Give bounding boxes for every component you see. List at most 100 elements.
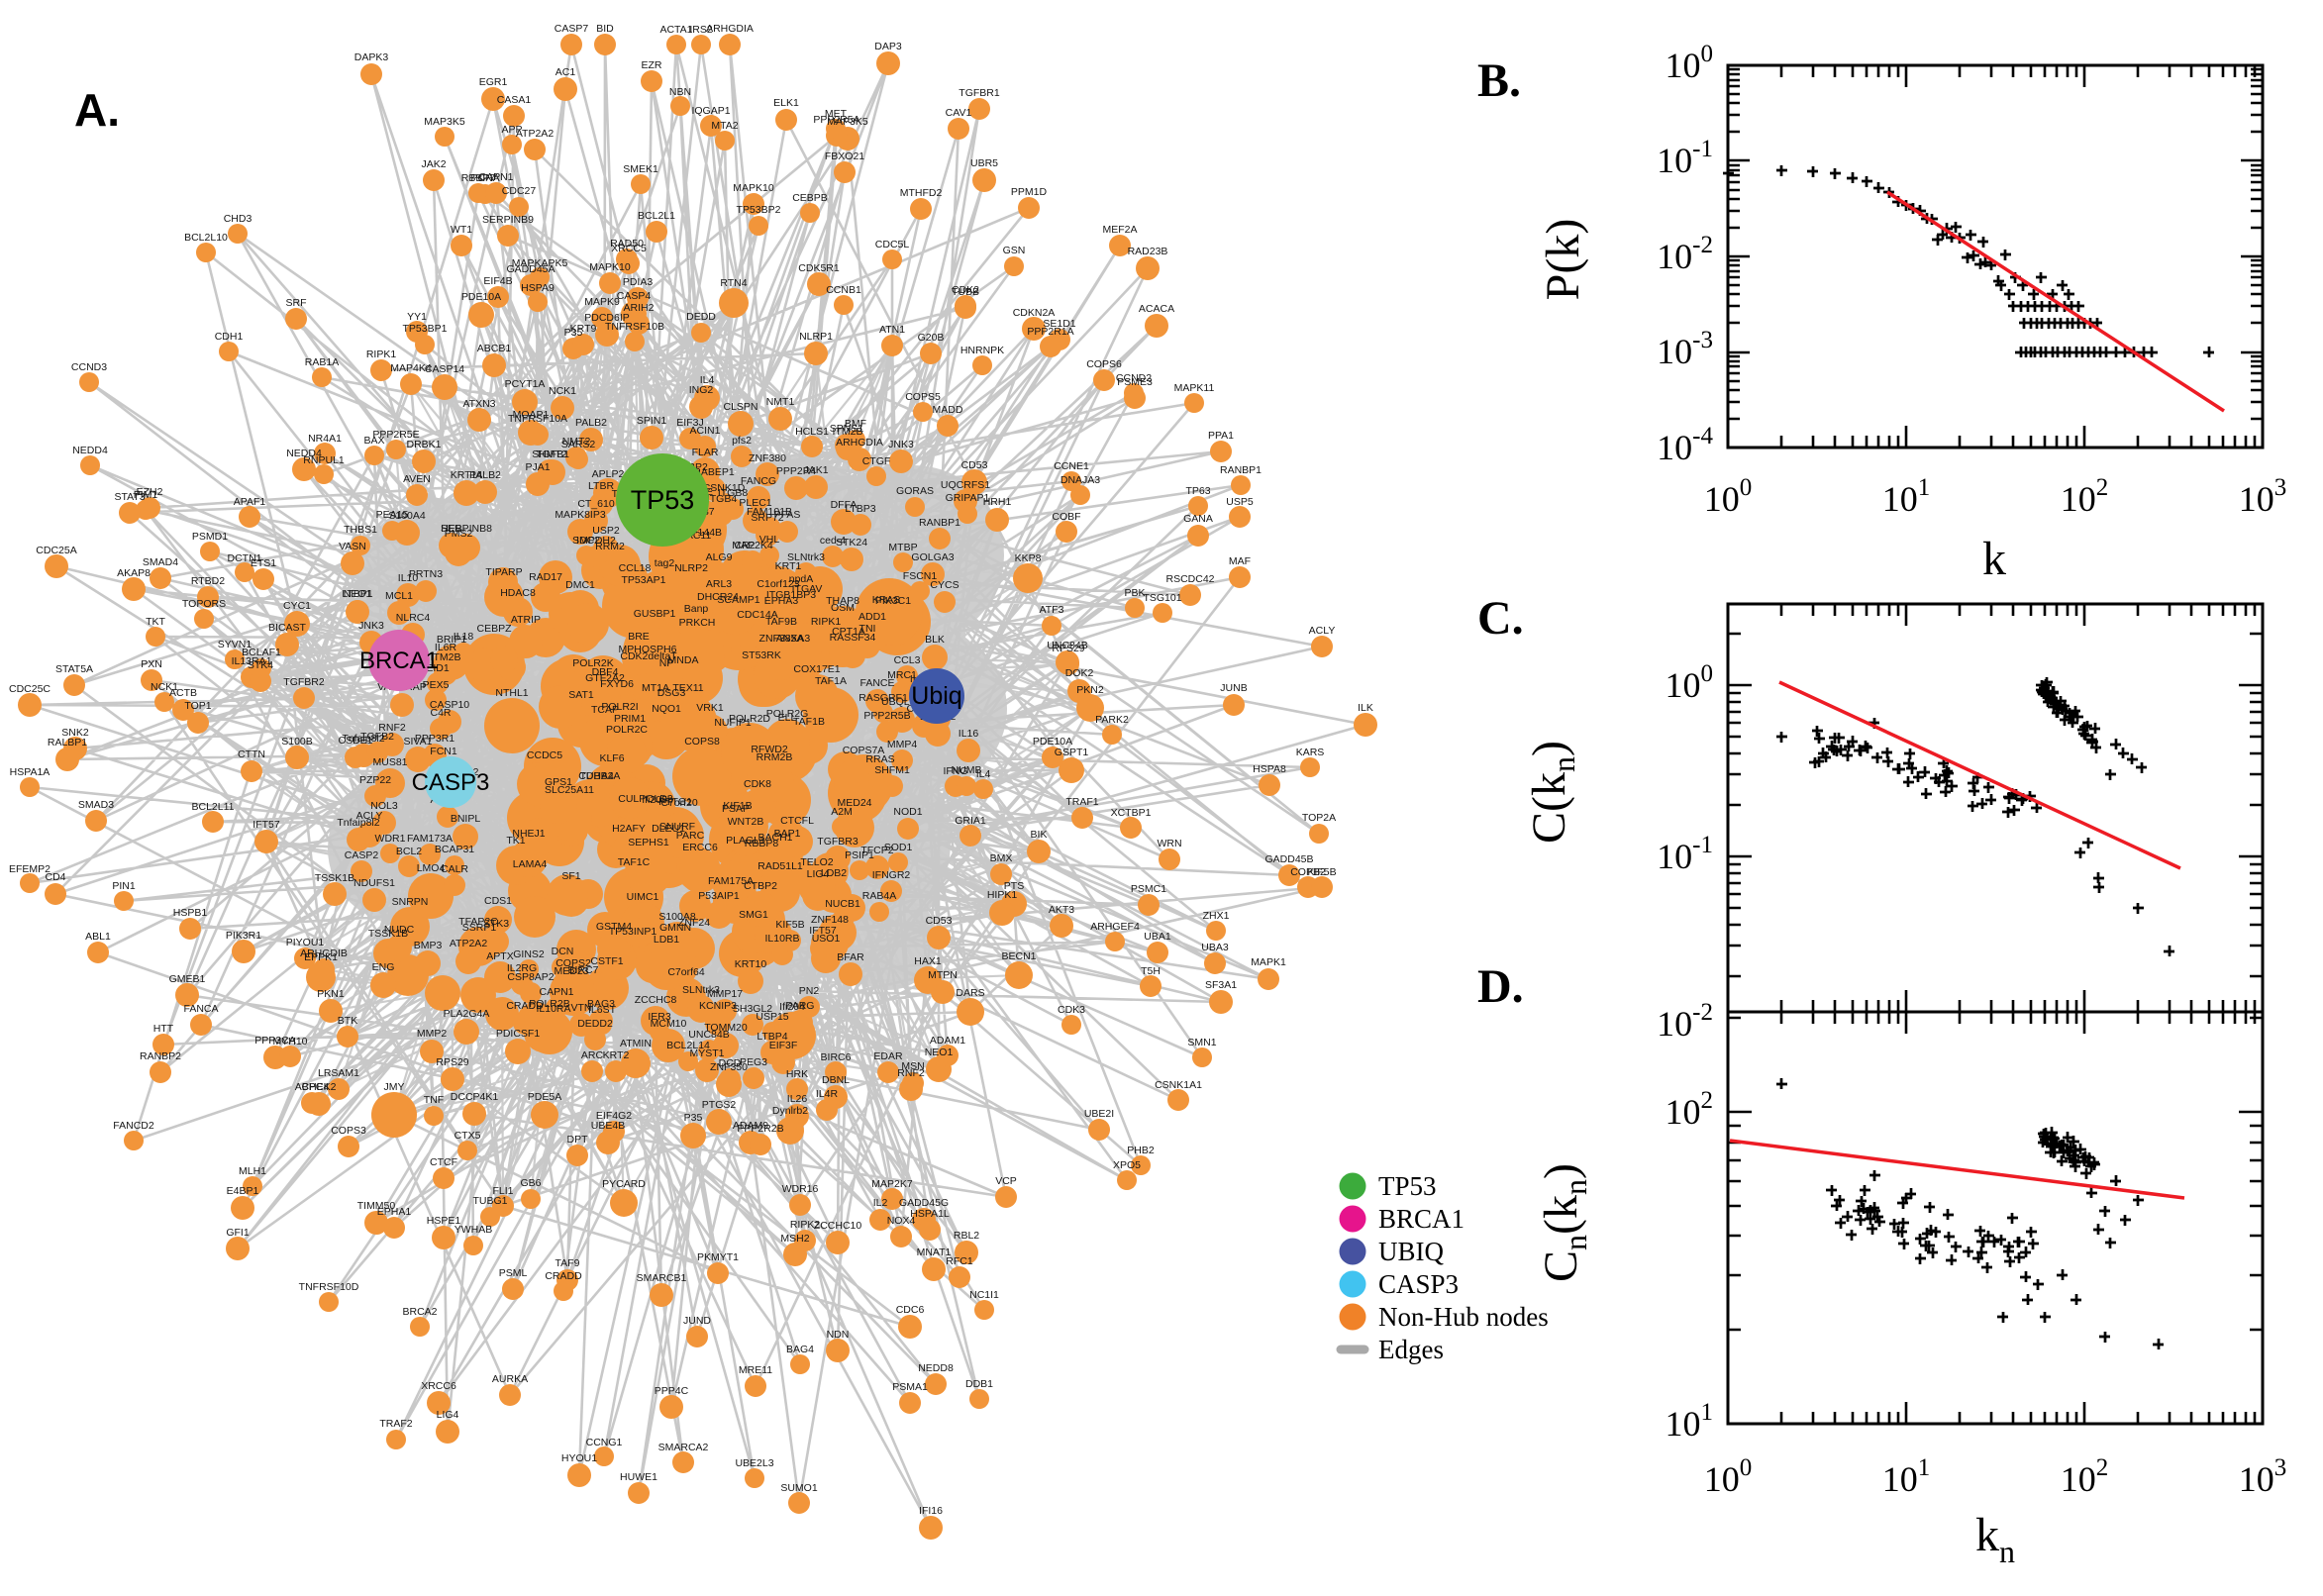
svg-text:HEB: HEB xyxy=(441,523,462,535)
svg-text:SYVN1: SYVN1 xyxy=(218,639,252,650)
svg-text:ARHGDIB: ARHGDIB xyxy=(300,948,348,959)
svg-text:NUDC: NUDC xyxy=(384,924,415,936)
svg-text:MET: MET xyxy=(825,108,848,120)
svg-text:ZHX1: ZHX1 xyxy=(1203,910,1230,922)
svg-text:CCL18: CCL18 xyxy=(619,562,652,574)
svg-text:IL26: IL26 xyxy=(787,1093,808,1105)
svg-text:P53AIP1: P53AIP1 xyxy=(698,890,740,902)
svg-text:XCTBP1: XCTBP1 xyxy=(1111,807,1152,819)
svg-text:CCNB1: CCNB1 xyxy=(826,284,861,296)
svg-text:100: 100 xyxy=(1704,474,1753,519)
svg-text:GMNN: GMNN xyxy=(659,922,691,934)
svg-text:FANCD2: FANCD2 xyxy=(113,1120,154,1132)
svg-text:KRT10: KRT10 xyxy=(735,958,767,970)
svg-text:EPPK1: EPPK1 xyxy=(304,951,338,963)
svg-text:JAK2: JAK2 xyxy=(421,158,446,170)
svg-text:SERPINB9: SERPINB9 xyxy=(482,214,534,226)
svg-text:DAPK3: DAPK3 xyxy=(354,51,389,63)
svg-text:NOX4: NOX4 xyxy=(887,1215,916,1227)
svg-text:JMY: JMY xyxy=(384,1081,405,1093)
svg-text:PKN2: PKN2 xyxy=(1076,684,1104,696)
svg-text:ATP2A2: ATP2A2 xyxy=(450,938,487,949)
svg-text:KCNIP3: KCNIP3 xyxy=(699,1000,737,1012)
svg-text:MAPKAPK5: MAPKAPK5 xyxy=(512,257,568,269)
svg-text:FBXO21: FBXO21 xyxy=(825,150,864,162)
svg-text:CEBPZ: CEBPZ xyxy=(476,623,512,635)
svg-text:RIPK1: RIPK1 xyxy=(366,349,397,360)
svg-text:RRM2B: RRM2B xyxy=(757,751,793,763)
svg-text:FANCA: FANCA xyxy=(183,1003,218,1015)
svg-text:GOLGA3: GOLGA3 xyxy=(911,551,954,563)
svg-text:RAD23B: RAD23B xyxy=(1128,246,1168,257)
svg-text:RSCDC42: RSCDC42 xyxy=(1165,573,1214,585)
svg-text:ATMIN: ATMIN xyxy=(620,1038,652,1049)
svg-text:MTHFD2: MTHFD2 xyxy=(900,187,943,199)
svg-text:MAPK9: MAPK9 xyxy=(584,296,620,308)
svg-text:RTBD2: RTBD2 xyxy=(191,575,225,587)
svg-text:TOMM20: TOMM20 xyxy=(704,1022,748,1034)
svg-text:DRBK1: DRBK1 xyxy=(406,439,441,450)
svg-text:MAPK8IP3: MAPK8IP3 xyxy=(555,509,606,521)
svg-text:TNF: TNF xyxy=(424,1094,444,1106)
svg-text:GPS1: GPS1 xyxy=(545,776,572,788)
svg-text:PEX5: PEX5 xyxy=(423,679,450,691)
svg-text:PARK2: PARK2 xyxy=(1095,714,1129,726)
svg-text:JUND: JUND xyxy=(683,1315,711,1327)
svg-text:PPP2R5E: PPP2R5E xyxy=(372,429,419,441)
svg-text:PZP22: PZP22 xyxy=(359,774,391,786)
svg-text:PRKCH: PRKCH xyxy=(679,617,716,629)
svg-text:NC1I1: NC1I1 xyxy=(969,1289,999,1301)
svg-text:ELK1: ELK1 xyxy=(773,97,799,109)
svg-text:BAG3: BAG3 xyxy=(587,998,615,1010)
svg-text:IRS2: IRS2 xyxy=(689,24,713,36)
svg-text:PPP2R1A: PPP2R1A xyxy=(1027,326,1073,338)
svg-text:CCL3: CCL3 xyxy=(894,654,921,666)
svg-text:DCCP4K1: DCCP4K1 xyxy=(451,1091,499,1103)
svg-text:NEDD4: NEDD4 xyxy=(72,445,108,456)
svg-text:COPS8: COPS8 xyxy=(684,736,720,748)
svg-text:IFT57: IFT57 xyxy=(809,925,837,937)
svg-text:CDK5R1: CDK5R1 xyxy=(798,262,840,274)
svg-text:Ifi205b: Ifi205b xyxy=(642,794,673,806)
svg-text:CDS1: CDS1 xyxy=(484,895,512,907)
svg-text:RIPK2: RIPK2 xyxy=(790,1219,821,1231)
svg-text:BACH1: BACH1 xyxy=(758,832,792,844)
svg-text:CDHA4: CDHA4 xyxy=(578,770,614,782)
svg-text:TSG101: TSG101 xyxy=(1143,592,1181,604)
svg-text:MAPK1: MAPK1 xyxy=(1251,956,1286,968)
svg-text:PHB2: PHB2 xyxy=(1127,1145,1155,1156)
svg-text:PSIP1: PSIP1 xyxy=(845,849,874,861)
svg-text:GRIA1: GRIA1 xyxy=(955,815,986,827)
svg-text:CASP10: CASP10 xyxy=(430,699,469,711)
svg-text:D.: D. xyxy=(1477,960,1524,1013)
svg-text:FLAR: FLAR xyxy=(692,447,719,458)
svg-text:IL2: IL2 xyxy=(873,1197,888,1209)
svg-text:XRCC6: XRCC6 xyxy=(421,1380,456,1392)
svg-text:VRK1: VRK1 xyxy=(696,702,724,714)
svg-text:PIK3C1: PIK3C1 xyxy=(875,595,911,607)
svg-text:PTGS2: PTGS2 xyxy=(702,1099,737,1111)
svg-text:TNFRSF10A: TNFRSF10A xyxy=(508,413,567,425)
svg-text:NDUFS1: NDUFS1 xyxy=(354,877,395,889)
svg-text:KRAS: KRAS xyxy=(872,594,901,606)
svg-text:YWHAB: YWHAB xyxy=(454,1224,493,1236)
svg-text:C7orf64: C7orf64 xyxy=(667,966,705,978)
svg-text:ATF3: ATF3 xyxy=(1040,604,1064,616)
svg-text:RAD51L1: RAD51L1 xyxy=(758,860,803,872)
svg-text:CPT1A: CPT1A xyxy=(832,626,865,638)
svg-text:PSME3: PSME3 xyxy=(1117,376,1153,388)
svg-text:NOD1: NOD1 xyxy=(893,806,922,818)
svg-text:NUMB: NUMB xyxy=(952,764,982,776)
svg-text:PDCD6IP: PDCD6IP xyxy=(584,312,630,324)
svg-text:CAPN1: CAPN1 xyxy=(539,986,573,998)
svg-text:CDK8: CDK8 xyxy=(744,778,771,790)
svg-text:RAB4A: RAB4A xyxy=(862,890,896,902)
svg-text:Tnfaip8l2: Tnfaip8l2 xyxy=(342,733,384,745)
svg-text:SNURF: SNURF xyxy=(659,821,695,833)
svg-text:SIVA1: SIVA1 xyxy=(404,736,433,748)
svg-text:RRAS: RRAS xyxy=(865,753,894,765)
svg-text:PDIA3: PDIA3 xyxy=(623,276,654,288)
svg-text:TK1: TK1 xyxy=(506,835,525,847)
svg-text:RBBP7: RBBP7 xyxy=(461,172,496,184)
svg-text:PCYT1A: PCYT1A xyxy=(505,378,546,390)
